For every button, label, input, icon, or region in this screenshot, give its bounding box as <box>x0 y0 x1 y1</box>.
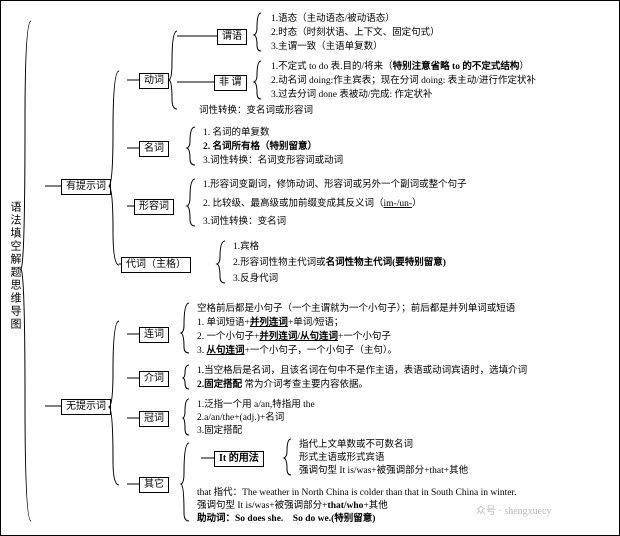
braces-svg <box>1 1 620 536</box>
diagram-canvas: 语法填空解题思维导图 有提示词 动词 谓语 1.语态（主动语态/被动语态） 2.… <box>0 0 620 536</box>
